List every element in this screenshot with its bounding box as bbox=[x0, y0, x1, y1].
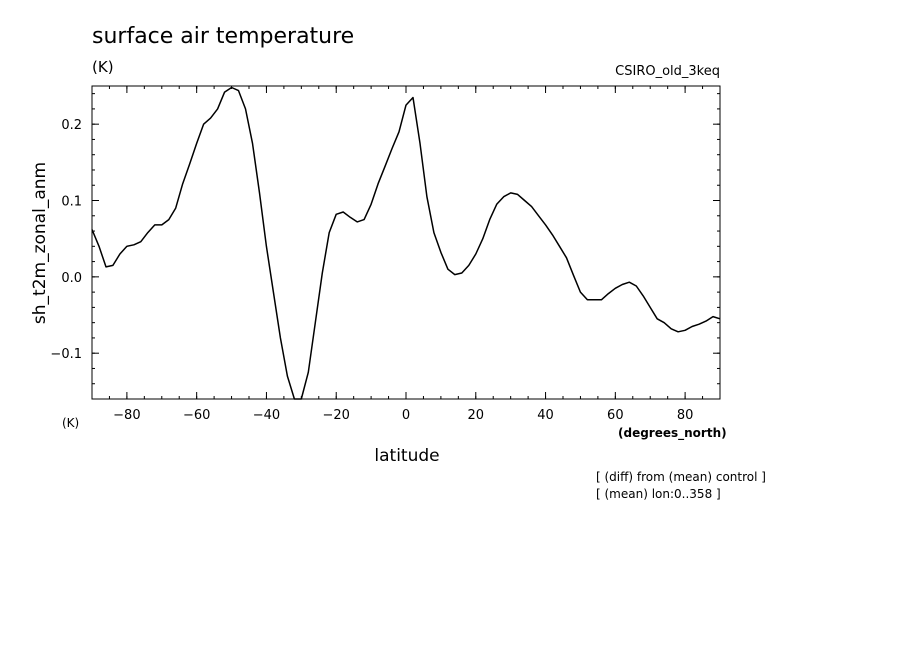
x-tick-label: 80 bbox=[677, 408, 694, 423]
chart-title: surface air temperature bbox=[92, 24, 355, 49]
x-tick-label: −60 bbox=[183, 408, 210, 423]
x-axis-label: latitude bbox=[374, 446, 440, 466]
x-tick-label: 60 bbox=[607, 408, 624, 423]
plot-frame bbox=[91, 85, 721, 400]
x-tick-label: −20 bbox=[323, 408, 350, 423]
x-tick-label: 0 bbox=[402, 408, 410, 423]
axis-tick-labels: −80 −60 −40 −20 0 20 40 60 80 −0.1 0.0 0.1 0.2 bbox=[50, 118, 693, 423]
y-tick-label: 0.1 bbox=[61, 195, 82, 210]
diff-note: [ (diff) from (mean) control ] bbox=[596, 470, 766, 484]
x-tick-label: −80 bbox=[113, 408, 140, 423]
y-tick-label: −0.1 bbox=[50, 347, 82, 362]
x-tick-label: 40 bbox=[537, 408, 554, 423]
x-tick-label: −40 bbox=[253, 408, 280, 423]
mean-note: [ (mean) lon:0..358 ] bbox=[596, 487, 721, 501]
x-axis-units: (degrees_north) bbox=[618, 426, 727, 440]
series-line bbox=[91, 86, 721, 400]
y-axis-units: (K) bbox=[62, 416, 80, 430]
y-axis-label: sh_t2m_zonal_anm bbox=[30, 161, 50, 325]
y-tick-label: 0.0 bbox=[61, 271, 82, 286]
x-tick-label: 20 bbox=[468, 408, 485, 423]
axis-ticks bbox=[91, 86, 721, 400]
chart-units: (K) bbox=[92, 58, 114, 76]
y-tick-label: 0.2 bbox=[61, 118, 82, 133]
model-name: CSIRO_old_3keq bbox=[615, 64, 720, 79]
